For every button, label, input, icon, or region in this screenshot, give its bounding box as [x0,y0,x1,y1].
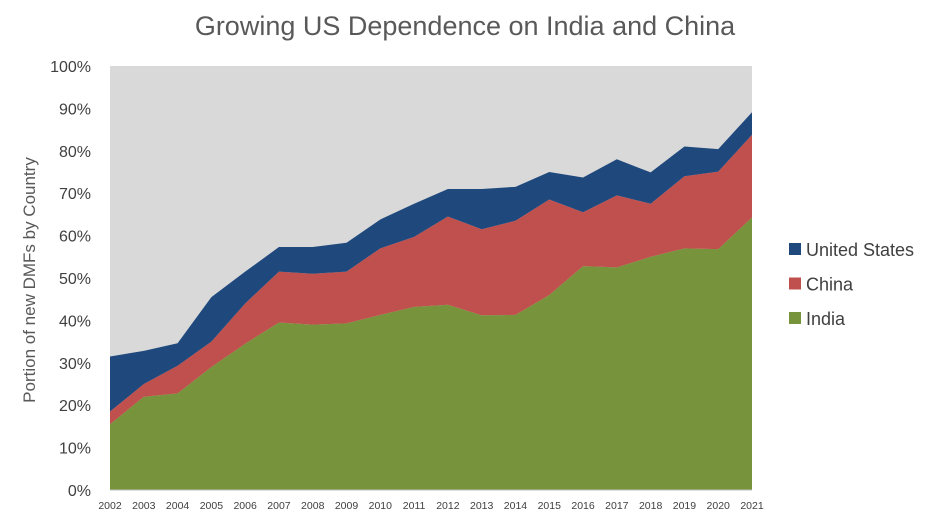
x-tick-label: 2007 [267,500,291,512]
y-tick-label: 100% [50,59,91,76]
x-tick-label: 2006 [233,500,257,512]
area-india [110,217,752,490]
legend-label-india: India [806,309,846,329]
x-tick-label: 2015 [538,500,562,512]
x-tick-label: 2016 [571,500,595,512]
y-tick-label: 10% [59,441,91,458]
y-tick-label: 30% [59,356,91,373]
legend-label-china: China [806,275,854,295]
x-tick-label: 2020 [707,500,731,512]
x-tick-label: 2014 [504,500,528,512]
x-tick-label: 2010 [369,500,393,512]
x-tick-label: 2004 [166,500,190,512]
y-tick-label: 40% [59,313,91,330]
chart-title: Growing US Dependence on India and China [195,11,736,41]
x-tick-label: 2002 [98,500,122,512]
x-tick-label: 2018 [639,500,663,512]
x-tick-label: 2012 [436,500,460,512]
x-tick-label: 2013 [470,500,494,512]
x-tick-label: 2017 [605,500,629,512]
y-tick-label: 50% [59,271,91,288]
x-tick-label: 2019 [673,500,697,512]
area-united-states [110,112,752,412]
x-tick-label: 2011 [403,500,426,512]
x-tick-label: 2003 [132,500,156,512]
legend-label-united-states: United States [806,240,914,260]
y-tick-label: 0% [68,483,91,500]
legend-swatch-united-states [789,243,801,255]
y-axis-label: Portion of new DMFs by Country [20,157,39,403]
legend-swatch-india [789,312,801,324]
area-china [110,134,752,425]
x-tick-label: 2009 [335,500,359,512]
legend: United States China India [789,240,914,329]
area-series-group [110,112,752,490]
x-axis-tick-labels: 2002 2003 2004 2005 2006 2007 2008 2009 2010 2011… [98,500,764,512]
y-axis-tick-labels: 0% 10% 20% 30% 40% 50% 60% 70% 80% 90% 100% [50,59,91,500]
x-tick-label: 2008 [301,500,325,512]
y-tick-label: 90% [59,101,91,118]
y-tick-label: 80% [59,144,91,161]
x-tick-label: 2021 [740,500,764,512]
y-tick-label: 20% [59,398,91,415]
y-tick-label: 70% [59,186,91,203]
y-tick-label: 60% [59,229,91,246]
legend-swatch-china [789,277,801,290]
x-tick-label: 2005 [200,500,224,512]
